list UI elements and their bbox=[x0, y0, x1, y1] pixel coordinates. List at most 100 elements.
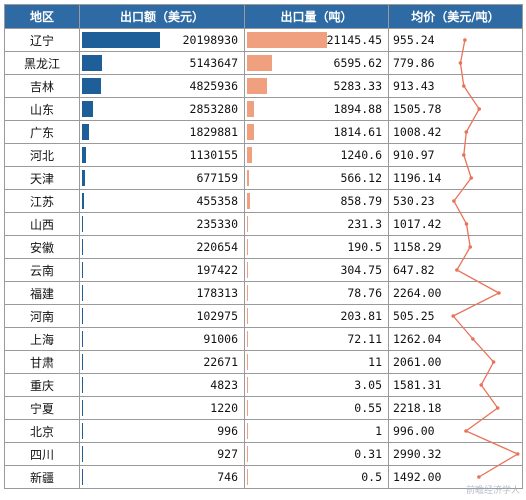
export-volume-bar bbox=[247, 446, 248, 462]
table-row: 四川 927 0.31 2990.32 bbox=[4, 442, 523, 466]
avg-price-cell: 1581.31 bbox=[388, 373, 523, 397]
export-value-text: 20198930 bbox=[182, 33, 238, 47]
table-row: 山西 235330 231.3 1017.42 bbox=[4, 212, 523, 236]
region-cell: 黑龙江 bbox=[4, 51, 80, 75]
export-value-cell: 178313 bbox=[79, 281, 245, 305]
export-value-bar bbox=[82, 193, 84, 209]
avg-price-text: 910.97 bbox=[393, 148, 435, 162]
avg-price-text: 2264.00 bbox=[393, 286, 442, 300]
region-cell: 河北 bbox=[4, 143, 80, 167]
export-volume-cell: 1814.61 bbox=[244, 120, 389, 144]
export-volume-cell: 231.3 bbox=[244, 212, 389, 236]
export-value-bar bbox=[82, 308, 83, 324]
export-volume-cell: 203.81 bbox=[244, 304, 389, 328]
table-row: 天津 677159 566.12 1196.14 bbox=[4, 166, 523, 190]
watermark: 前瞻经济学人 bbox=[465, 486, 520, 496]
region-cell: 山东 bbox=[4, 97, 80, 121]
export-value-cell: 1220 bbox=[79, 396, 245, 420]
export-volume-bar bbox=[247, 216, 248, 232]
avg-price-cell: 910.97 bbox=[388, 143, 523, 167]
export-value-cell: 220654 bbox=[79, 235, 245, 259]
export-volume-text: 1240.6 bbox=[340, 148, 382, 162]
export-value-text: 22671 bbox=[203, 355, 238, 369]
export-value-cell: 197422 bbox=[79, 258, 245, 282]
export-value-bar bbox=[82, 423, 83, 439]
export-value-bar bbox=[82, 170, 85, 186]
export-volume-text: 304.75 bbox=[340, 263, 382, 277]
export-value-cell: 2853280 bbox=[79, 97, 245, 121]
export-value-text: 996 bbox=[217, 424, 238, 438]
export-volume-bar bbox=[247, 78, 267, 94]
avg-price-cell: 1262.04 bbox=[388, 327, 523, 351]
header-avg-price: 均价（美元/吨） bbox=[388, 4, 523, 29]
export-volume-bar bbox=[247, 262, 249, 278]
export-volume-cell: 0.31 bbox=[244, 442, 389, 466]
export-volume-cell: 0.5 bbox=[244, 465, 389, 489]
avg-price-cell: 1017.42 bbox=[388, 212, 523, 236]
table-row: 新疆 746 0.5 1492.00 bbox=[4, 465, 523, 489]
export-value-bar bbox=[82, 400, 83, 416]
region-cell: 宁夏 bbox=[4, 396, 80, 420]
avg-price-text: 955.24 bbox=[393, 33, 435, 47]
export-volume-cell: 190.5 bbox=[244, 235, 389, 259]
table-row: 上海 91006 72.11 1262.04 bbox=[4, 327, 523, 351]
export-volume-bar bbox=[247, 423, 248, 439]
export-volume-cell: 1894.88 bbox=[244, 97, 389, 121]
region-cell: 福建 bbox=[4, 281, 80, 305]
export-value-cell: 102975 bbox=[79, 304, 245, 328]
export-value-bar bbox=[82, 469, 83, 485]
avg-price-cell: 955.24 bbox=[388, 28, 523, 52]
export-volume-cell: 1 bbox=[244, 419, 389, 443]
export-volume-bar bbox=[247, 377, 248, 393]
export-volume-text: 11 bbox=[368, 355, 382, 369]
export-value-bar bbox=[82, 78, 101, 94]
export-volume-text: 6595.62 bbox=[333, 56, 382, 70]
avg-price-cell: 913.43 bbox=[388, 74, 523, 98]
table-row: 山东 2853280 1894.88 1505.78 bbox=[4, 97, 523, 121]
avg-price-text: 2990.32 bbox=[393, 447, 442, 461]
export-volume-text: 3.05 bbox=[354, 378, 382, 392]
region-cell: 四川 bbox=[4, 442, 80, 466]
export-value-cell: 1130155 bbox=[79, 143, 245, 167]
export-volume-text: 231.3 bbox=[347, 217, 382, 231]
avg-price-cell: 1158.29 bbox=[388, 235, 523, 259]
table-row: 福建 178313 78.76 2264.00 bbox=[4, 281, 523, 305]
region-cell: 重庆 bbox=[4, 373, 80, 397]
export-value-text: 102975 bbox=[196, 309, 238, 323]
avg-price-text: 1581.31 bbox=[393, 378, 442, 392]
export-volume-cell: 21145.45 bbox=[244, 28, 389, 52]
avg-price-text: 996.00 bbox=[393, 424, 435, 438]
table-row: 辽宁 20198930 21145.45 955.24 bbox=[4, 28, 523, 52]
avg-price-text: 1017.42 bbox=[393, 217, 442, 231]
export-value-text: 455358 bbox=[196, 194, 238, 208]
export-value-cell: 677159 bbox=[79, 166, 245, 190]
avg-price-text: 913.43 bbox=[393, 79, 435, 93]
export-value-bar bbox=[82, 124, 90, 140]
avg-price-cell: 2061.00 bbox=[388, 350, 523, 374]
region-cell: 北京 bbox=[4, 419, 80, 443]
export-volume-text: 0.5 bbox=[361, 470, 382, 484]
export-volume-bar bbox=[247, 101, 255, 117]
export-value-bar bbox=[82, 32, 160, 48]
export-volume-text: 566.12 bbox=[340, 171, 382, 185]
export-value-bar bbox=[82, 239, 83, 255]
export-value-text: 1130155 bbox=[189, 148, 238, 162]
export-volume-bar bbox=[247, 331, 248, 347]
region-cell: 广东 bbox=[4, 120, 80, 144]
avg-price-text: 1008.42 bbox=[393, 125, 442, 139]
export-value-bar bbox=[82, 377, 83, 393]
export-value-text: 1829881 bbox=[189, 125, 238, 139]
export-volume-text: 21145.45 bbox=[326, 33, 382, 47]
header-export-volume: 出口量（吨） bbox=[244, 4, 389, 29]
avg-price-text: 1505.78 bbox=[393, 102, 442, 116]
export-volume-text: 190.5 bbox=[347, 240, 382, 254]
export-value-bar bbox=[82, 331, 83, 347]
export-volume-bar bbox=[247, 147, 252, 163]
export-volume-cell: 0.55 bbox=[244, 396, 389, 420]
avg-price-cell: 505.25 bbox=[388, 304, 523, 328]
export-value-cell: 4825936 bbox=[79, 74, 245, 98]
export-volume-text: 858.79 bbox=[340, 194, 382, 208]
region-cell: 云南 bbox=[4, 258, 80, 282]
export-value-bar bbox=[82, 354, 83, 370]
export-value-text: 91006 bbox=[203, 332, 238, 346]
